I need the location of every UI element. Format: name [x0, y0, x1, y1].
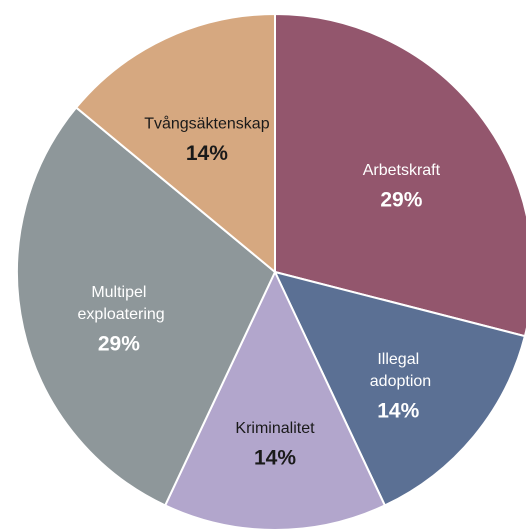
slice-value-label: 29% [380, 189, 422, 212]
slice-label-line: Multipel [91, 284, 146, 301]
pie-slice [74, 12, 276, 275]
slice-label: Arbetskraft [363, 162, 441, 179]
slice-value-label: 14% [377, 400, 419, 423]
slice-value-label: 14% [186, 142, 228, 165]
slice-value-label: 14% [254, 447, 296, 470]
pie-slice [273, 270, 526, 507]
slice-label-line: adoption [365, 373, 431, 390]
slice-label: Tvångsäktenskap [144, 114, 270, 132]
slice-label-line: Tvångsäktenskap [144, 114, 270, 132]
slice-label: Kriminalitet [235, 420, 315, 437]
slice-label-line: Arbetskraft [363, 162, 441, 179]
slice-value-label: 29% [98, 332, 140, 355]
pie-slice [274, 12, 526, 338]
slice-label: Illegal adoption [365, 351, 431, 390]
slice-label-line: Illegal [377, 351, 419, 368]
pie-slice [16, 106, 277, 507]
slice-label-line: exploatering [73, 306, 165, 323]
slice-label-line: Kriminalitet [235, 420, 315, 437]
slice-label: Multipel exploatering [73, 284, 165, 323]
